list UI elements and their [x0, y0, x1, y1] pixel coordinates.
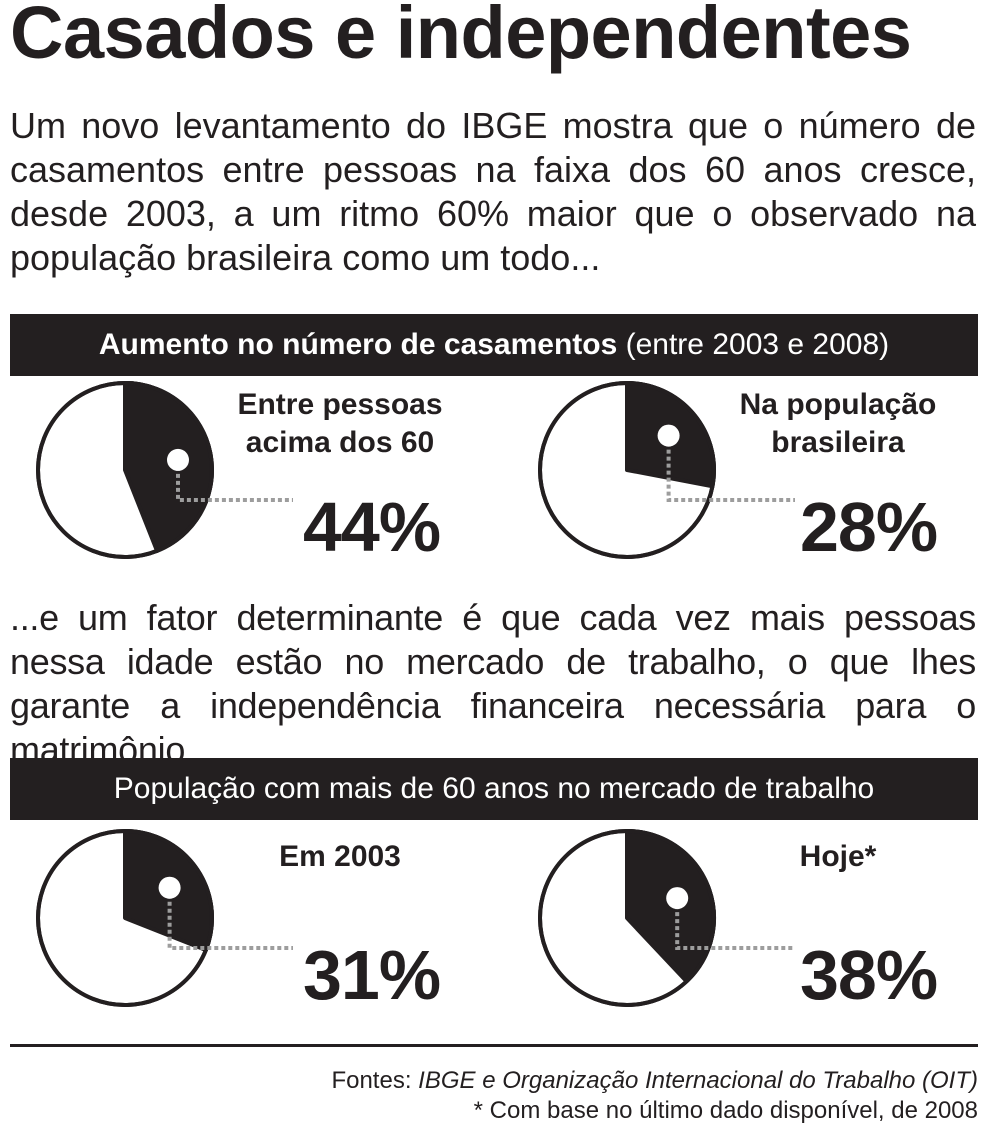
marriage-pie-charts: Entre pessoas acima dos 60 44% Na população…	[0, 381, 988, 582]
marriage-pie-svg	[36, 381, 795, 559]
pie-1-label: Hoje*	[799, 840, 877, 873]
pie-1-marker	[657, 424, 680, 447]
pie-0-value: 44%	[303, 488, 441, 566]
pie-0-label: Em 2003	[279, 840, 401, 873]
section2-heading: População com mais de 60 anos no mercado…	[10, 758, 978, 820]
pie-1-outline	[538, 829, 716, 1007]
workforce-pie-charts: Em 2003 31% Hoje* 38%	[0, 829, 988, 1030]
pie-1-value: 28%	[800, 488, 938, 566]
sources-line: Fontes: IBGE e Organização Internacional…	[331, 1066, 978, 1096]
pie-1-marker	[666, 887, 689, 910]
section1-heading-rest: (entre 2003 e 2008)	[617, 328, 890, 361]
page-title: Casados e independentes	[10, 0, 912, 74]
pie-0-marker	[167, 448, 189, 471]
pie-1-outline	[538, 381, 716, 559]
sources-note: * Com base no último dado disponível, de…	[473, 1097, 978, 1124]
sources-prefix: Fontes:	[331, 1067, 419, 1094]
sources-block: Fontes: IBGE e Organização Internacional…	[331, 1066, 978, 1126]
middle-text: ...e um fator determinante é que cada ve…	[10, 597, 976, 770]
pie-0-marker	[158, 876, 181, 899]
intro-text: Um novo levantamento do IBGE mostra que …	[10, 105, 976, 278]
pie-0-outline	[36, 381, 214, 559]
pie-1-value: 38%	[800, 936, 938, 1014]
section1-heading: Aumento no número de casamentos (entre 2…	[10, 314, 978, 376]
pie-0-label: Entre pessoas acima dos 60	[237, 388, 443, 459]
pie-1-leader	[666, 435, 795, 502]
pie-0-value: 31%	[303, 936, 441, 1014]
pie-0-leader	[167, 887, 293, 950]
pie-1-leader	[675, 898, 795, 950]
section1-heading-bold: Aumento no número de casamentos	[98, 328, 618, 361]
footer-divider	[10, 1044, 978, 1047]
sources-text: IBGE e Organização Internacional do Trab…	[418, 1067, 978, 1094]
pie-1-label: Na população brasileira	[739, 388, 937, 459]
pie-0-outline	[36, 829, 214, 1007]
workforce-pie-svg	[36, 829, 795, 1007]
